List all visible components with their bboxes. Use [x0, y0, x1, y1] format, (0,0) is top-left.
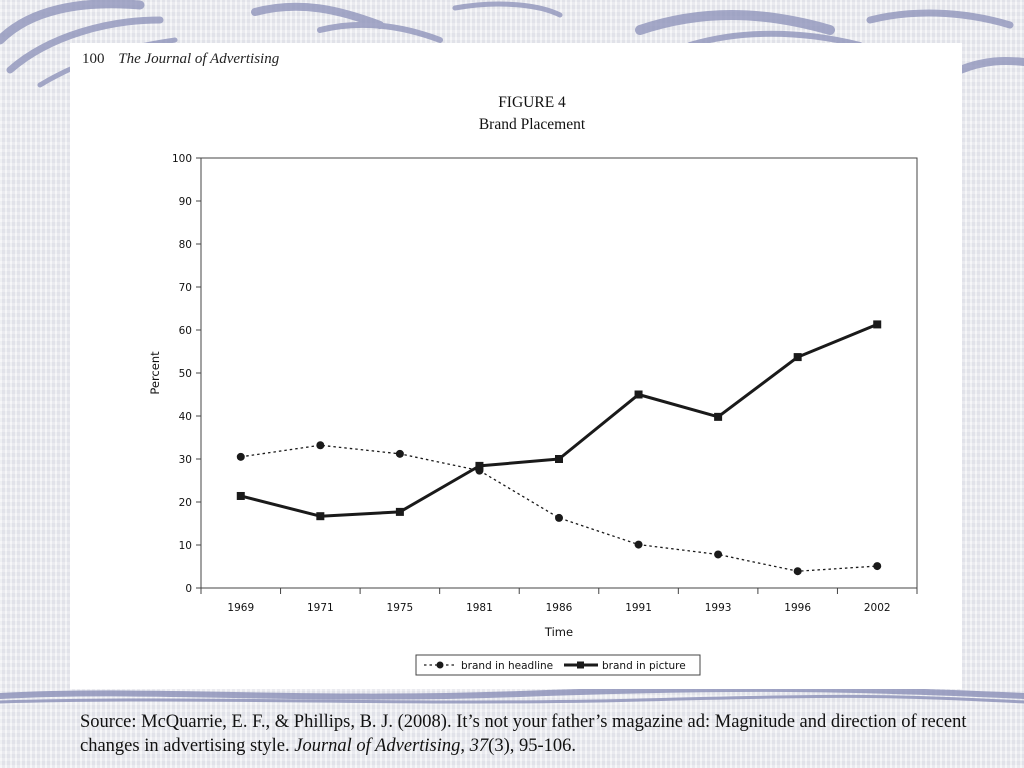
y-tick-label: 40 [179, 411, 192, 423]
data-point-circle [395, 449, 404, 458]
data-point-circle [316, 441, 325, 450]
data-point-circle [714, 550, 723, 559]
x-tick-label: 1996 [784, 602, 811, 614]
x-tick-label: 1981 [466, 602, 493, 614]
line-chart: FIGURE 4 Brand Placement 0 10 20 30 40 50 60 70… [148, 94, 918, 676]
plot-frame [200, 157, 918, 589]
y-tick-label: 80 [179, 239, 192, 251]
y-tick-label: 90 [179, 196, 192, 208]
data-point-square [634, 390, 643, 399]
y-tick-label: 100 [172, 153, 192, 165]
page-number: 100 [82, 51, 105, 67]
x-tick-label: 1991 [625, 602, 652, 614]
legend-box [415, 654, 701, 676]
y-tick-label: 30 [179, 454, 192, 466]
y-tick-label: 70 [179, 282, 192, 294]
source-separator: , [460, 736, 470, 756]
data-point-square [793, 353, 802, 362]
legend: brand in headline brand in picture [415, 654, 701, 676]
decorative-swirl-bottom [0, 685, 1024, 704]
journal-title: The Journal of Advertising [118, 51, 280, 67]
legend-label-picture: brand in picture [602, 660, 686, 672]
x-tick-label: 1969 [227, 602, 254, 614]
y-tick-label: 10 [179, 540, 192, 552]
chart-title: FIGURE 4 [498, 94, 566, 111]
x-axis-label: Time [544, 625, 573, 639]
data-point-square [316, 512, 325, 521]
data-point-circle [634, 540, 643, 549]
source-journal: Journal of Advertising [294, 736, 461, 756]
page-header: 100 The Journal of Advertising [82, 51, 279, 68]
legend-marker-headline [436, 661, 444, 669]
series-line-picture [240, 323, 878, 518]
y-tick-label: 60 [179, 325, 192, 337]
data-point-square [475, 461, 484, 470]
data-point-square [555, 455, 563, 463]
source-prefix: Source: McQuarrie, E. F., & Phillips, B.… [80, 712, 967, 756]
x-tick-label: 1971 [307, 602, 334, 614]
y-tick-label: 50 [179, 368, 192, 380]
data-point-square [236, 491, 245, 500]
series-line-headline [240, 444, 878, 572]
data-point-circle [873, 562, 882, 571]
source-rest: (3), 95-106. [488, 736, 577, 756]
x-tick-label: 2002 [864, 602, 891, 614]
source-citation: Source: McQuarrie, E. F., & Phillips, B.… [80, 710, 1000, 758]
x-tick-label: 1975 [387, 602, 414, 614]
source-volume: 37 [469, 736, 489, 756]
chart-subtitle: Brand Placement [479, 116, 586, 133]
figure-panel: 100 The Journal of Advertising FIGURE 4 … [70, 43, 962, 689]
data-point-circle [793, 567, 802, 576]
data-point-square [714, 412, 723, 421]
decorative-swirl-top [0, 0, 1024, 88]
legend-marker-picture [577, 661, 584, 669]
data-point-circle [236, 452, 245, 461]
x-tick-label: 1986 [546, 602, 573, 614]
y-tick-label: 20 [179, 497, 192, 509]
data-point-square [395, 507, 404, 516]
y-axis-label: Percent [148, 351, 162, 395]
data-point-square [873, 320, 882, 329]
x-tick-label: 1993 [705, 602, 732, 614]
y-tick-label: 0 [185, 583, 192, 595]
legend-label-headline: brand in headline [461, 660, 553, 672]
data-point-circle [555, 513, 563, 522]
